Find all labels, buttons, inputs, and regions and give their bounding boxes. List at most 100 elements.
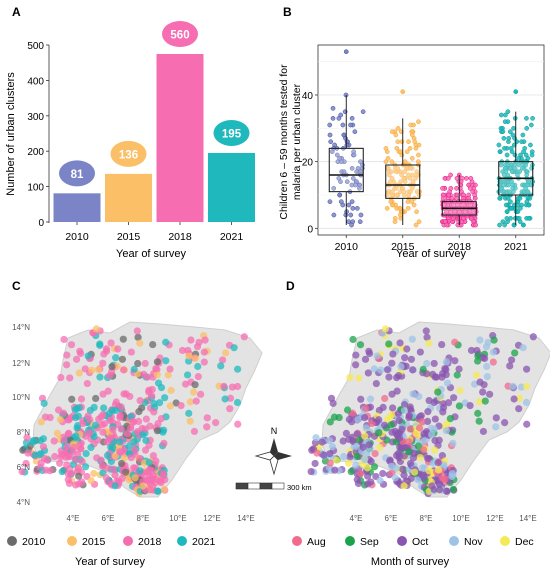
bar-chart-panel-a: Number of urban clusters Year of survey … (5, 21, 255, 260)
jitter-point (512, 215, 518, 221)
cluster-point (405, 438, 413, 446)
lon-label: 12°E (486, 514, 503, 523)
jitter-point (500, 219, 506, 225)
jitter-point (395, 165, 401, 171)
cluster-point (116, 438, 124, 446)
x-tick-label-a: 2021 (220, 231, 244, 243)
cluster-point (162, 357, 170, 365)
cluster-point (104, 387, 112, 395)
cluster-point (443, 379, 452, 387)
cluster-point (58, 468, 66, 476)
cluster-point (81, 365, 89, 373)
cluster-point (355, 374, 363, 382)
cluster-point (397, 363, 405, 371)
lon-label: 14°E (237, 514, 254, 523)
cluster-point (63, 361, 71, 369)
cluster-point (361, 456, 369, 464)
cluster-point (74, 464, 83, 472)
cluster-point (354, 479, 363, 488)
cluster-point (476, 336, 484, 344)
cluster-point (111, 401, 120, 409)
legend-c: 2010 2015 2018 2021 Year of survey (7, 536, 216, 568)
cluster-point (81, 463, 90, 471)
cluster-point (506, 362, 514, 370)
cluster-point (325, 437, 334, 445)
cluster-point (436, 480, 444, 488)
cluster-point (471, 380, 479, 388)
jitter-point (416, 119, 421, 125)
cluster-point (352, 361, 360, 369)
jitter-point (398, 149, 404, 155)
lon-label: 14°E (519, 514, 536, 523)
cluster-point (240, 333, 248, 341)
cluster-point (63, 442, 72, 451)
cluster-point (185, 409, 193, 417)
cluster-point (106, 416, 114, 425)
cluster-point (375, 406, 383, 415)
jitter-point (472, 195, 478, 201)
cluster-point (153, 427, 161, 435)
cluster-point (415, 392, 423, 401)
box-2015 (385, 164, 421, 199)
cluster-point (507, 356, 516, 364)
cluster-point (405, 448, 413, 456)
jitter-point (498, 112, 504, 118)
jitter-point (505, 195, 511, 201)
cluster-point (376, 477, 384, 485)
cluster-point (400, 401, 409, 409)
cluster-point (422, 327, 430, 335)
cluster-point (392, 451, 401, 459)
cluster-point (430, 425, 438, 433)
cluster-point (320, 451, 328, 459)
legend-label-nov: Nov (464, 536, 483, 548)
cluster-point (107, 339, 115, 347)
cluster-point (185, 357, 193, 365)
cluster-point (60, 335, 68, 344)
cluster-point (483, 373, 491, 381)
cluster-point (490, 336, 498, 344)
cluster-point (222, 349, 230, 357)
bar-value-label-2021: 195 (222, 128, 242, 140)
jitter-point (507, 129, 513, 135)
cluster-point (523, 420, 531, 428)
cluster-point (481, 397, 489, 405)
cluster-point (191, 354, 200, 363)
cluster-point (123, 430, 131, 438)
cluster-point (191, 381, 199, 389)
cluster-point (133, 327, 141, 335)
y-axis-label-a: Number of urban clusters (5, 72, 17, 196)
cluster-point (402, 362, 410, 370)
cluster-point (389, 350, 397, 358)
cluster-point (103, 451, 112, 459)
jitter-point (446, 175, 451, 181)
cluster-point (140, 370, 148, 378)
cluster-point (36, 437, 45, 445)
jitter-point (392, 219, 398, 225)
cluster-point (183, 371, 192, 379)
jitter-point (518, 205, 523, 211)
cluster-point (105, 372, 114, 380)
cluster-point (217, 362, 225, 370)
cluster-point (51, 452, 59, 461)
jitter-point (524, 125, 530, 131)
x-axis-label-a: Year of survey (116, 248, 186, 260)
cluster-point (519, 344, 527, 352)
cluster-point (407, 474, 415, 483)
cluster-point (443, 487, 451, 495)
x-tick-label-a: 2018 (168, 231, 192, 243)
jitter-point (341, 169, 347, 175)
cluster-point (409, 454, 417, 462)
cluster-point (145, 388, 153, 396)
y-tick-label-a: 300 (27, 112, 44, 123)
cluster-point (127, 348, 135, 356)
bar-value-bubble-2015 (110, 140, 147, 167)
cluster-point (90, 469, 98, 478)
cluster-point (442, 358, 451, 366)
lon-label: 4°E (67, 514, 80, 523)
jitter-point (520, 222, 526, 228)
jitter-point (327, 199, 333, 205)
cluster-point (367, 457, 375, 466)
jitter-point (512, 152, 518, 158)
cluster-point (149, 452, 158, 460)
cluster-point (473, 346, 481, 355)
